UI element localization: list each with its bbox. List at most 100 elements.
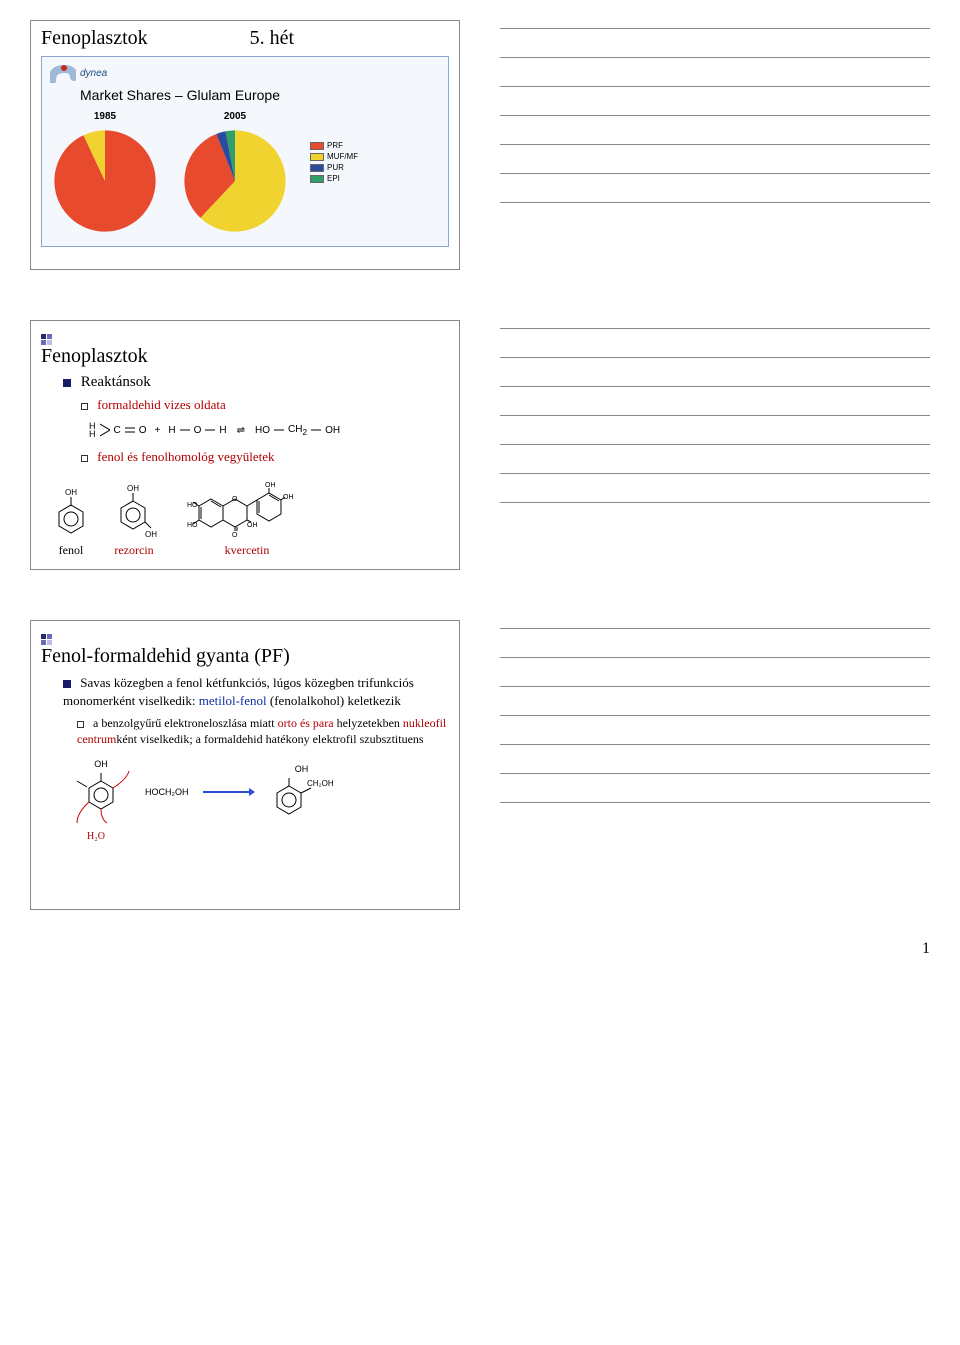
kvercetin-structure-icon: HO HO O O OH OH <box>187 477 307 539</box>
notes-area-3 <box>500 620 930 910</box>
equilibrium-arrows-icon: ⇌ <box>237 425 245 436</box>
formula-plus: + <box>155 425 161 436</box>
legend-swatch <box>310 142 324 150</box>
note-line <box>500 86 930 87</box>
note-line <box>500 386 930 387</box>
svg-text:OH: OH <box>265 482 276 489</box>
bullet-square-icon <box>63 379 71 387</box>
legend-item: PUR <box>310 163 358 172</box>
svg-text:CH₂OH: CH₂OH <box>307 779 334 788</box>
formula-h3: H <box>168 425 175 436</box>
metilol-text: metilol-fenol <box>199 693 267 708</box>
legend-swatch <box>310 153 324 161</box>
bullet-square-icon <box>63 680 71 688</box>
fenol-structure-icon: OH <box>51 487 91 539</box>
oh-label-2: OH <box>295 764 309 774</box>
single-bond-icon <box>311 428 321 432</box>
dynea-swirl-icon <box>50 63 76 83</box>
note-line <box>500 328 930 329</box>
slide-1: Fenoplasztok 5. hét dynea Market Shares … <box>30 20 460 270</box>
reaction-scheme: OH HOCH₂OH OH <box>71 759 449 825</box>
page-grid: Fenoplasztok 5. hét dynea Market Shares … <box>30 20 930 910</box>
formula-h4: H <box>219 425 226 436</box>
note-line <box>500 415 930 416</box>
pies-row: 1985 2005 PRFMUF/MFPUREPI <box>50 111 440 236</box>
note-line <box>500 628 930 629</box>
formula-ch2: CH2 <box>288 424 307 437</box>
fenol-label: fenol <box>59 543 84 558</box>
kvercetin-label: kvercetin <box>225 543 270 558</box>
reactant-phenol: OH <box>71 759 131 825</box>
pie-right-col: 2005 <box>180 111 290 236</box>
legend-label: PUR <box>327 163 344 172</box>
note-line <box>500 744 930 745</box>
sub2-text: fenol és fenolhomológ vegyületek <box>97 449 274 464</box>
slide-2-title-text: Fenoplasztok <box>41 345 148 368</box>
pie-chart-right <box>180 126 290 236</box>
double-bond-icon <box>125 426 135 434</box>
svg-text:OH: OH <box>127 484 139 493</box>
note-line <box>500 144 930 145</box>
title-text-left: Fenoplasztok <box>41 27 148 50</box>
sub1-text: formaldehid vizes oldata <box>97 397 226 412</box>
bullet-1-text: Reaktánsok <box>81 374 151 390</box>
sub-plain-1: a benzolgyűrű elektroneloszlása miatt <box>93 716 278 730</box>
product-metilolphenol: OH CH₂OH <box>267 764 337 820</box>
legend-swatch <box>310 175 324 183</box>
svg-text:O: O <box>232 532 238 539</box>
oh-label: OH <box>94 759 108 769</box>
sub-bullet-icon <box>81 455 88 462</box>
svg-text:HO: HO <box>187 502 198 509</box>
pie-left-col: 1985 <box>50 111 160 236</box>
note-line <box>500 802 930 803</box>
rezorcin-label: rezorcin <box>114 543 153 558</box>
svg-text:HO: HO <box>187 522 198 529</box>
bullet-1: Reaktánsok <box>63 374 449 391</box>
legend-label: MUF/MF <box>327 152 358 161</box>
note-line <box>500 657 930 658</box>
formula-ho: HO <box>255 425 270 436</box>
rezorcin-structure-icon: OH OH <box>109 483 159 539</box>
svg-text:OH: OH <box>65 488 77 497</box>
dynea-logo: dynea <box>50 63 440 83</box>
formaldehyde-formula: H H C O + H O H ⇌ HO CH2 OH <box>89 421 449 439</box>
slide-2: Fenoplasztok Reaktánsok formaldehid vize… <box>30 320 460 570</box>
sub-bullet-2: fenol és fenolhomológ vegyületek <box>81 449 449 465</box>
sub-plain-2: helyzetekben <box>334 716 403 730</box>
body-paragraph: Savas közegben a fenol kétfunkciós, lúgo… <box>63 674 449 709</box>
arrow-right-icon <box>203 791 253 793</box>
note-line <box>500 502 930 503</box>
notes-area-1 <box>500 20 930 270</box>
slide-3-title-text: Fenol-formaldehid gyanta (PF) <box>41 645 290 668</box>
molecule-row: OH fenol OH OH rezorcin <box>51 477 449 558</box>
kvercetin-molecule: HO HO O O OH OH <box>187 477 307 558</box>
notes-area-2 <box>500 320 930 570</box>
formula-o2: O <box>194 425 202 436</box>
phenol-arc-icon <box>71 769 131 825</box>
sub-bullet-icon <box>81 403 88 410</box>
note-line <box>500 115 930 116</box>
legend-swatch <box>310 164 324 172</box>
chart-box: dynea Market Shares – Glulam Europe 1985… <box>41 56 449 247</box>
formula-oh: OH <box>325 425 340 436</box>
title-ornament-icon <box>41 634 52 645</box>
year-left: 1985 <box>94 111 116 122</box>
rezorcin-molecule: OH OH rezorcin <box>109 483 159 558</box>
svg-text:O: O <box>232 496 238 503</box>
note-line <box>500 473 930 474</box>
logo-text: dynea <box>80 68 107 79</box>
slide-1-title: Fenoplasztok 5. hét <box>41 27 449 50</box>
formula-c: C <box>114 425 121 436</box>
page-number: 1 <box>30 940 930 958</box>
svg-text:OH: OH <box>247 522 258 529</box>
note-line <box>500 715 930 716</box>
slide-3-title: Fenol-formaldehid gyanta (PF) <box>41 645 449 668</box>
note-line <box>500 686 930 687</box>
note-line <box>500 357 930 358</box>
orto-para-text: orto és para <box>278 716 334 730</box>
chart-legend: PRFMUF/MFPUREPI <box>310 141 358 183</box>
legend-item: MUF/MF <box>310 152 358 161</box>
sub-plain-3: ként viselkedik; a formaldehid hatékony … <box>116 732 423 746</box>
fenol-molecule: OH fenol <box>51 487 91 558</box>
formula-o1: O <box>139 425 147 436</box>
